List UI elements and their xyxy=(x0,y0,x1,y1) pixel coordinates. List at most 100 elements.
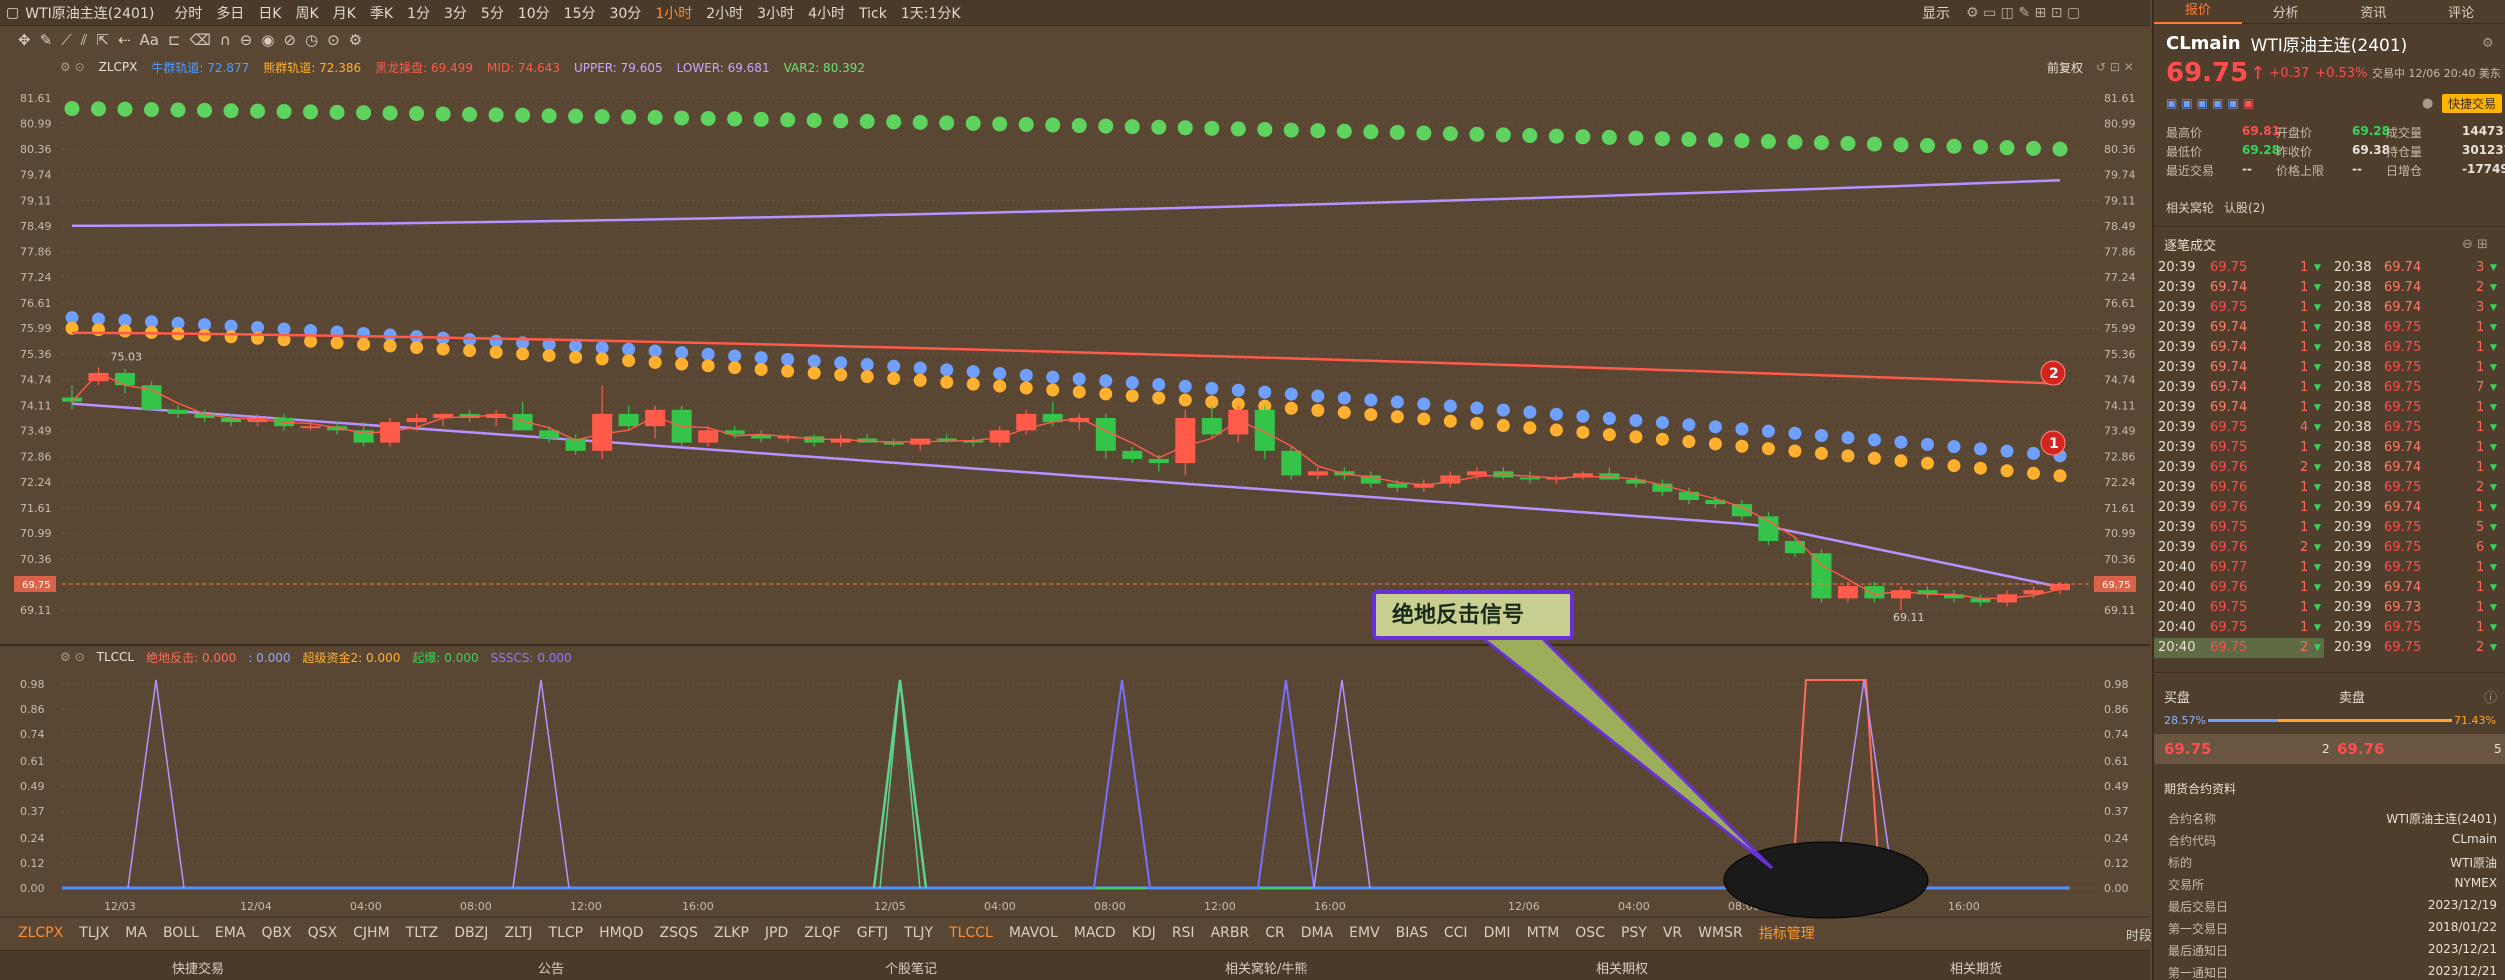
signal-badge[interactable] xyxy=(2040,430,2066,456)
link-warrants[interactable]: 相关窝轮 xyxy=(2166,200,2215,215)
indicator-tab-boll[interactable]: BOLL xyxy=(162,925,199,941)
indicator-tab-dmi[interactable]: DMI xyxy=(1483,925,1511,941)
arrow-icon[interactable]: ⇱ xyxy=(96,31,109,49)
info-icon[interactable]: ⓘ xyxy=(2484,690,2498,706)
indicator-tab-tlccl[interactable]: TLCCL xyxy=(949,925,993,941)
back-icon[interactable]: ⇠ xyxy=(117,31,131,49)
indicator-tab-dbzj[interactable]: DBZJ xyxy=(454,925,489,941)
indicator-tab-ma[interactable]: MA xyxy=(125,925,147,941)
pencil-icon[interactable]: ✎ xyxy=(39,31,53,49)
eraser-icon[interactable]: ⌫ xyxy=(189,31,211,49)
sub-indicator-name[interactable]: TLCCL xyxy=(96,650,135,664)
indicator-tab-tljx[interactable]: TLJX xyxy=(79,925,110,941)
indicator-tab-tlcp[interactable]: TLCP xyxy=(548,925,584,941)
indicator-tab-zlkp[interactable]: ZLKP xyxy=(713,925,749,941)
period-15[interactable]: 4小时 xyxy=(808,5,845,22)
line-icon[interactable]: ⟋ xyxy=(61,31,72,49)
indicator-tab-rsi[interactable]: RSI xyxy=(1171,925,1195,941)
period-0[interactable]: 分时 xyxy=(174,5,203,22)
lock-icon[interactable]: ⊖ xyxy=(239,31,253,49)
tab-comments[interactable]: 评论 xyxy=(2448,6,2475,21)
indicator-tab-zsqs[interactable]: ZSQS xyxy=(659,925,698,941)
indicator-tab-cci[interactable]: CCI xyxy=(1443,925,1468,941)
indicator-tab-zlcpx[interactable]: ZLCPX xyxy=(18,925,64,941)
bottom-link-4[interactable]: 相关期权 xyxy=(1596,962,1649,977)
bottom-link-2[interactable]: 个股笔记 xyxy=(885,962,938,977)
link-icon[interactable]: ⊙ xyxy=(327,31,340,49)
indicator-tab-macd[interactable]: MACD xyxy=(1073,925,1116,941)
toolbar-icons-right[interactable]: ⚙ ▭ ◫ ✎ ⊞ ⊡ ▢ xyxy=(1966,4,2081,21)
delete-icon[interactable]: ⊘ xyxy=(283,31,297,49)
period-16[interactable]: Tick xyxy=(859,5,887,22)
indicator-tab-cr[interactable]: CR xyxy=(1265,925,1285,941)
indicator-tab-arbr[interactable]: ARBR xyxy=(1210,925,1250,941)
indicator-tab-mavol[interactable]: MAVOL xyxy=(1008,925,1058,941)
period-12[interactable]: 1小时 xyxy=(655,5,693,22)
clock-icon[interactable]: ◷ xyxy=(305,31,319,49)
indicator-tab-jpd[interactable]: JPD xyxy=(764,925,789,941)
indicator-tab-gftj[interactable]: GFTJ xyxy=(856,925,889,941)
period-6[interactable]: 1分 xyxy=(407,5,430,22)
indicator-tab-qsx[interactable]: QSX xyxy=(307,925,338,941)
quick-trade-button[interactable]: 快捷交易 xyxy=(2442,93,2503,113)
indicator-tab-cjhm[interactable]: CJHM xyxy=(353,925,390,941)
period-14[interactable]: 3小时 xyxy=(757,5,795,22)
text-icon[interactable]: Aa xyxy=(139,31,159,49)
indicator-tab-zlqf[interactable]: ZLQF xyxy=(804,925,841,941)
magnet-icon[interactable]: ∩ xyxy=(219,31,231,49)
period-17[interactable]: 1天:1分K xyxy=(900,5,961,22)
period-1[interactable]: 多日 xyxy=(216,5,245,22)
link-options[interactable]: 认股(2) xyxy=(2224,200,2266,215)
indicator-tab-emv[interactable]: EMV xyxy=(1349,925,1380,941)
indicator-tab-wmsr[interactable]: WMSR xyxy=(1698,925,1743,941)
flag-icons[interactable]: ▣▣▣▣▣▣ xyxy=(2166,96,2259,110)
indicator-tab-tltz[interactable]: TLTZ xyxy=(405,925,439,941)
sub-legend-settings-icon[interactable]: ⚙ ⊙ xyxy=(60,650,85,664)
display-menu[interactable]: 显示 xyxy=(1922,5,1950,22)
period-7[interactable]: 3分 xyxy=(443,5,467,22)
bottom-link-0[interactable]: 快捷交易 xyxy=(172,962,225,977)
period-10[interactable]: 15分 xyxy=(563,5,596,22)
period-8[interactable]: 5分 xyxy=(480,5,504,22)
legend-settings-icon[interactable]: ⚙ ⊙ xyxy=(60,60,85,74)
tab-quote[interactable]: 报价 xyxy=(2154,0,2242,24)
chart-window-icons[interactable]: ↺ ⊡ ✕ xyxy=(2096,60,2134,74)
main-indicator-name[interactable]: ZLCPX xyxy=(98,60,138,74)
restore-label[interactable]: 前复权 xyxy=(2047,60,2084,75)
period-5[interactable]: 季K xyxy=(369,5,394,22)
indicator-tab-kdj[interactable]: KDJ xyxy=(1131,925,1156,941)
indicator-tab-zltj[interactable]: ZLTJ xyxy=(504,925,533,941)
indicator-tab-qbx[interactable]: QBX xyxy=(261,925,292,941)
indicator-tab-bias[interactable]: BIAS xyxy=(1395,925,1428,941)
panel-gear-icon[interactable]: ⚙ xyxy=(2482,35,2494,51)
circle-icon[interactable]: ● xyxy=(2422,95,2434,111)
tab-analysis[interactable]: 分析 xyxy=(2272,6,2299,21)
bottom-link-3[interactable]: 相关窝轮/牛熊 xyxy=(1225,962,1308,977)
period-4[interactable]: 月K xyxy=(332,5,356,22)
tab-news[interactable]: 资讯 xyxy=(2360,6,2387,21)
signal-badge[interactable] xyxy=(2040,360,2066,386)
period-3[interactable]: 周K xyxy=(295,5,319,22)
indicator-tab-指标管理[interactable]: 指标管理 xyxy=(1758,926,1815,942)
indicator-tab-vr[interactable]: VR xyxy=(1662,925,1683,941)
period-11[interactable]: 30分 xyxy=(609,5,642,22)
indicator-tab-tljy[interactable]: TLJY xyxy=(904,925,934,941)
eye-icon[interactable]: ◉ xyxy=(261,31,275,49)
period-2[interactable]: 日K xyxy=(258,5,282,22)
indicator-tab-psy[interactable]: PSY xyxy=(1620,925,1647,941)
indicator-tab-dma[interactable]: DMA xyxy=(1300,925,1334,941)
crosshair-icon[interactable]: ✥ xyxy=(18,31,31,49)
price-chart[interactable]: 81.61 81.61 80.99 80.99 80.36 80.36 79.74 79.74… xyxy=(0,0,2150,920)
bottom-link-5[interactable]: 相关期货 xyxy=(1950,962,2003,977)
time-label[interactable]: 时段 xyxy=(2126,929,2153,944)
period-9[interactable]: 10分 xyxy=(517,5,550,22)
bottom-link-1[interactable]: 公告 xyxy=(538,962,565,977)
indicator-tab-hmqd[interactable]: HMQD xyxy=(599,925,644,941)
indicator-tab-osc[interactable]: OSC xyxy=(1575,925,1605,941)
indicator-tab-ema[interactable]: EMA xyxy=(214,925,246,941)
ruler-icon[interactable]: ⊏ xyxy=(167,31,181,49)
gear-icon[interactable]: ⚙ xyxy=(348,31,363,49)
channel-icon[interactable]: ⫽ xyxy=(80,31,88,49)
ticks-menu-icon[interactable]: ⊖ ⊞ xyxy=(2462,236,2488,252)
period-13[interactable]: 2小时 xyxy=(706,5,744,22)
